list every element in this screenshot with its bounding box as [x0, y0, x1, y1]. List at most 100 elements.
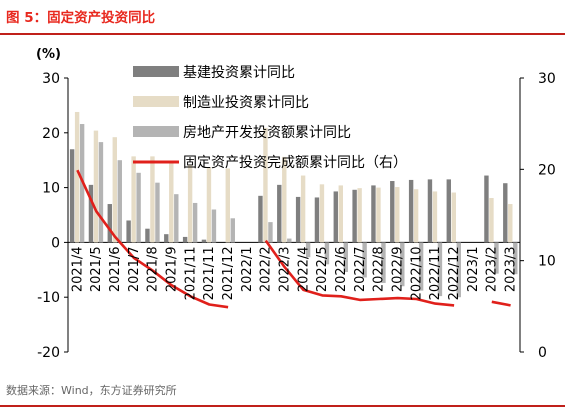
x-tick-label: 2021/12 [221, 246, 236, 300]
bar-1 [390, 181, 395, 243]
bar-2 [187, 164, 193, 243]
x-tick-label: 2021/11 [183, 246, 198, 300]
bar-1 [69, 149, 75, 243]
bar-2 [93, 130, 99, 243]
bar-2 [74, 111, 80, 243]
footer-divider [0, 405, 565, 407]
bar-1 [107, 204, 112, 243]
bar-3 [155, 182, 160, 243]
bar-1 [258, 195, 263, 243]
y-tick-label: 30 [42, 71, 60, 87]
x-tick-label: 2021/9 [165, 246, 180, 292]
bar-1 [277, 184, 282, 243]
x-tick-labels: 2021/4 2021/5 2021/6 2021/7 2021/8 2021/9 2021… [70, 246, 518, 300]
bar-2 [112, 137, 117, 243]
x-tick-label: 2022/2 [259, 246, 274, 292]
bar-3 [230, 218, 235, 243]
bar-2 [376, 187, 381, 243]
bar-2 [319, 184, 325, 243]
legend-label: 制造业投资累计同比 [183, 95, 309, 111]
x-tick-label: 2022/11 [428, 246, 443, 300]
bar-1 [503, 183, 508, 243]
legend-label: 房地产开发投资额累计同比 [183, 125, 351, 141]
bar-2 [451, 192, 456, 243]
bar-3 [343, 242, 348, 272]
x-tick-label: 2022/1 [240, 246, 255, 292]
x-tick-label: 2022/3 [278, 246, 293, 292]
bar-2 [508, 204, 513, 243]
x-tick-label: 2021/11 [202, 246, 217, 300]
x-tick-label: 2022/5 [315, 246, 330, 292]
figure-title: 图 5：固定资产投资同比 [6, 10, 156, 26]
bar-1 [126, 220, 131, 243]
bar-3 [381, 242, 386, 283]
y2-tick-label: 30 [538, 71, 556, 87]
bar-3 [418, 242, 424, 291]
bar-1 [446, 179, 451, 243]
bar-1 [333, 191, 338, 243]
bar-1 [371, 185, 376, 243]
bar-2 [338, 185, 343, 243]
legend-label: 固定资产投资完成额累计同比（右） [183, 155, 407, 171]
bar-2 [489, 198, 494, 243]
bar-2 [263, 127, 268, 243]
bar-3 [268, 222, 273, 243]
legend-swatch [133, 96, 179, 107]
x-tick-label: 2021/7 [127, 246, 142, 292]
bar-3 [437, 242, 443, 297]
bar-1 [145, 228, 150, 243]
bar-3 [98, 142, 104, 243]
x-tick-label: 2023/2 [485, 246, 500, 292]
bar-3 [324, 242, 330, 265]
x-tick-label: 2022/9 [391, 246, 406, 292]
bar-2 [432, 191, 438, 243]
x-tick-label: 2022/12 [447, 246, 462, 300]
axes: -20 -10 0 10 20 30 0 10 20 30 (%) [36, 47, 556, 361]
bar-2 [282, 156, 287, 243]
bar-3 [211, 209, 217, 243]
bar-3 [192, 202, 198, 243]
bar-2 [300, 175, 306, 243]
bar-2 [169, 161, 174, 243]
x-tick-label: 2023/3 [504, 246, 519, 292]
x-tick-label: 2021/5 [89, 246, 104, 292]
y-axis-unit: (%) [36, 47, 61, 62]
bar-1 [408, 179, 414, 243]
bar-2 [413, 189, 419, 243]
bar-2 [131, 156, 136, 243]
y2-tick-label: 0 [538, 345, 547, 361]
legend-swatch [133, 66, 179, 77]
source-note: 数据来源：Wind，东方证券研究所 [6, 384, 177, 397]
x-tick-label: 2021/8 [146, 246, 161, 292]
bar-3 [400, 242, 405, 287]
bar-1 [314, 197, 320, 243]
bar-1 [352, 189, 357, 243]
legend: 基建投资累计同比制造业投资累计同比房地产开发投资额累计同比固定资产投资完成额累计… [133, 64, 407, 171]
x-tick-label: 2022/8 [372, 246, 387, 292]
y-tick-label: 0 [51, 235, 60, 251]
y-tick-label: 10 [42, 181, 60, 197]
bar-2 [225, 168, 230, 243]
title-divider [0, 33, 565, 35]
line-series-1 [76, 169, 511, 309]
y-tick-label: 20 [42, 126, 60, 142]
y-tick-label: -10 [37, 290, 60, 306]
bar-1 [295, 196, 301, 243]
bar-1 [484, 175, 489, 243]
bar-3 [362, 242, 367, 278]
bar-1 [182, 236, 188, 243]
x-tick-label: 2021/4 [70, 246, 85, 292]
y2-tick-label: 10 [538, 254, 556, 270]
x-tick-label: 2022/4 [296, 246, 311, 292]
x-tick-label: 2022/6 [334, 246, 349, 292]
bar-3 [305, 242, 311, 258]
bar-2 [150, 156, 155, 243]
legend-swatch [133, 126, 179, 137]
line-series [76, 169, 511, 309]
y2-tick-label: 20 [538, 162, 556, 178]
bar-2 [206, 167, 212, 243]
x-tick-label: 2021/6 [108, 246, 123, 292]
bar-1 [164, 234, 169, 243]
bar-2 [395, 187, 400, 243]
